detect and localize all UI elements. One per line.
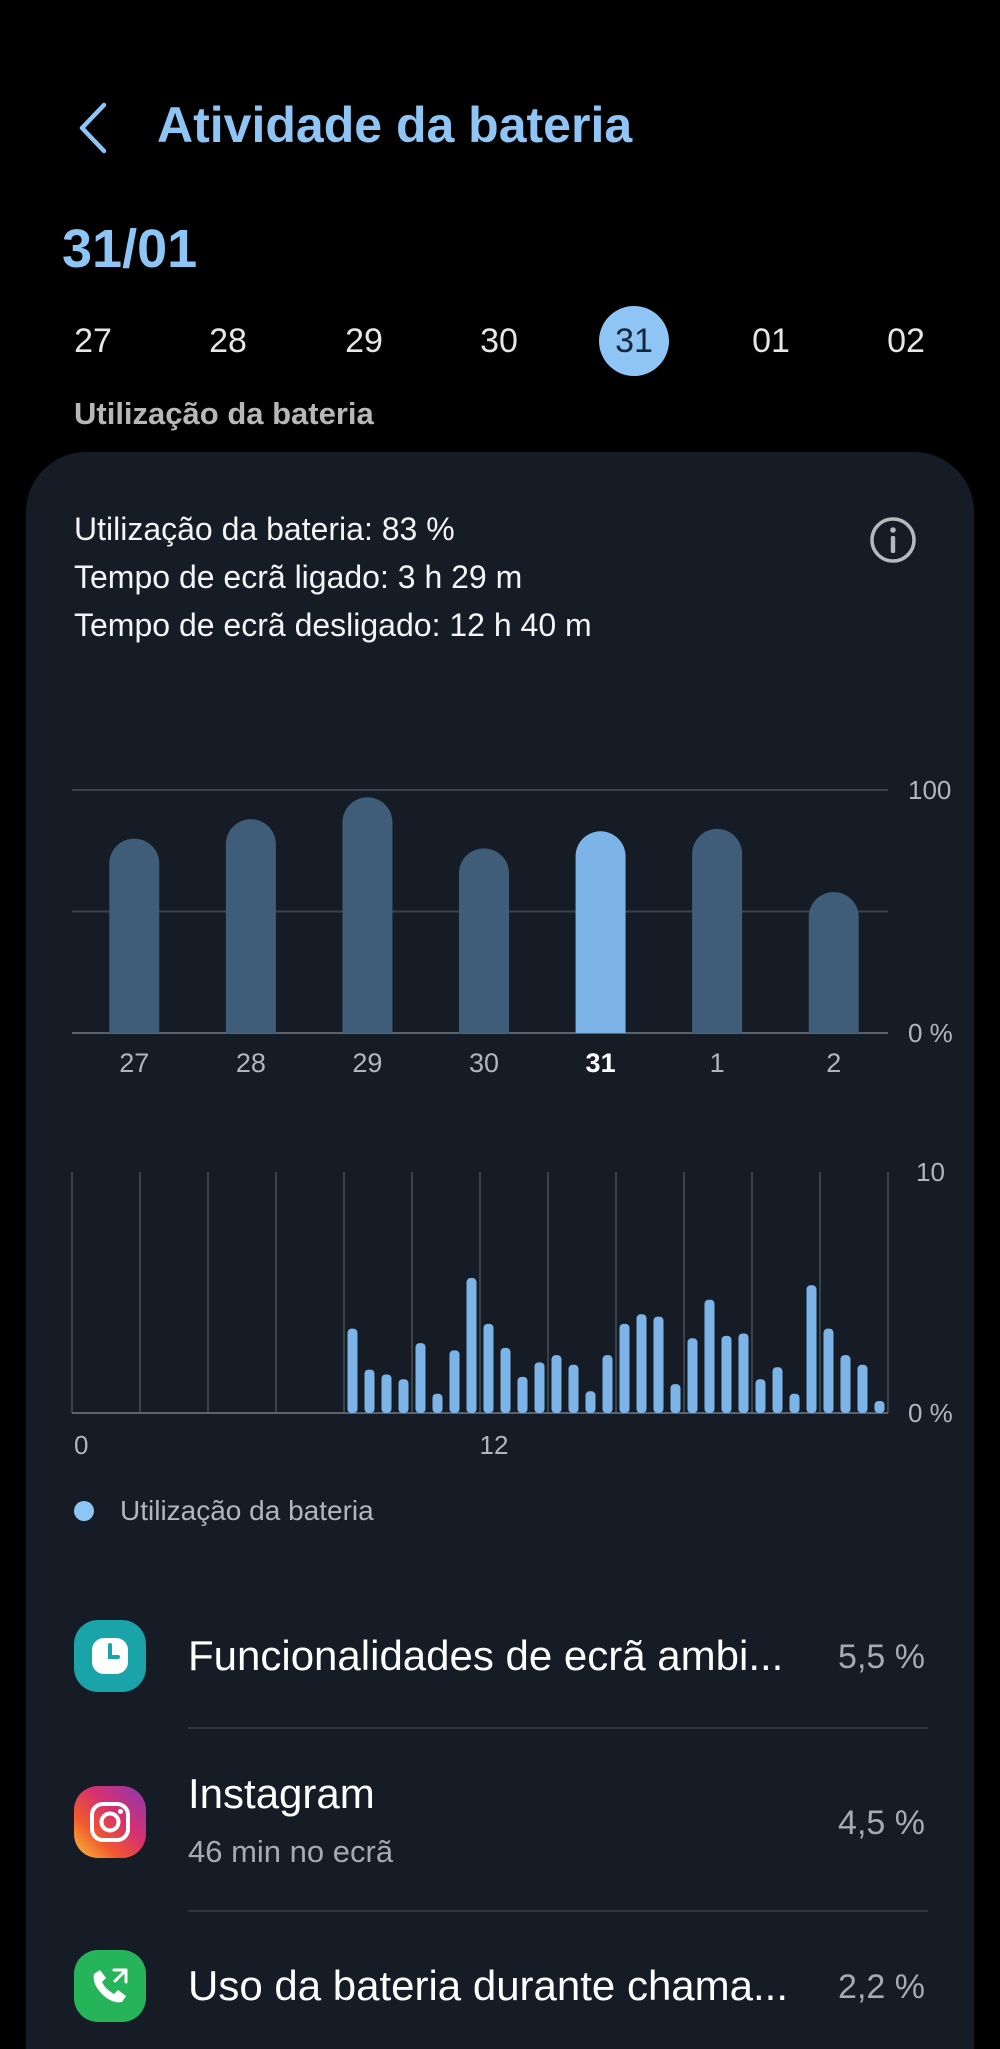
x-tick-label: 1 xyxy=(710,1048,725,1078)
bar-hour-43 xyxy=(806,1285,817,1413)
screen-off-text: Tempo de ecrã desligado: 12 h 40 m xyxy=(74,607,592,643)
info-button[interactable] xyxy=(868,515,918,565)
bar-hour-21 xyxy=(432,1393,443,1413)
bar-hour-24 xyxy=(483,1323,494,1413)
bar-hour-45 xyxy=(840,1355,851,1413)
bar-hour-31 xyxy=(602,1355,613,1413)
date-chip-31[interactable]: 31 xyxy=(599,306,669,376)
bar-hour-26 xyxy=(517,1376,528,1413)
date-chip-30[interactable]: 30 xyxy=(480,321,518,360)
usage-summary: Utilização da bateria: 83 % Tempo de ecr… xyxy=(74,505,592,649)
app-header: Atividade da bateria xyxy=(0,80,1000,170)
bar-hour-29 xyxy=(568,1364,579,1413)
bar-hour-44 xyxy=(823,1328,834,1413)
app-percent: 5,5 % xyxy=(838,1638,925,1676)
app-name: Instagram xyxy=(188,1770,375,1817)
y-tick-label: 0 % xyxy=(908,1398,953,1428)
app-name: Uso da bateria durante chama... xyxy=(188,1962,789,2009)
bar-hour-37 xyxy=(704,1299,715,1413)
x-tick-label: 0 xyxy=(74,1430,88,1460)
x-tick-label: 31 xyxy=(586,1048,616,1078)
bar-hour-25 xyxy=(500,1347,511,1413)
y-tick-label: 0 % xyxy=(908,1018,953,1048)
bar-day-29 xyxy=(342,797,393,1033)
bar-hour-32 xyxy=(619,1323,630,1413)
bar-hour-22 xyxy=(449,1350,460,1413)
bar-hour-20 xyxy=(415,1343,426,1413)
app-percent: 2,2 % xyxy=(838,1968,925,2006)
bar-hour-40 xyxy=(755,1379,766,1413)
bar-hour-39 xyxy=(738,1333,749,1413)
bar-day-1 xyxy=(692,828,743,1033)
bar-hour-28 xyxy=(551,1355,562,1413)
x-tick-label: 28 xyxy=(236,1048,266,1078)
app-icon-calls xyxy=(74,1950,146,2022)
bar-hour-46 xyxy=(857,1364,868,1413)
date-chip-02[interactable]: 02 xyxy=(887,321,925,360)
back-button[interactable] xyxy=(68,100,118,156)
chevron-left-icon xyxy=(79,102,107,154)
date-chip-28[interactable]: 28 xyxy=(209,321,247,360)
usage-percent-text: Utilização da bateria: 83 % xyxy=(74,511,455,547)
app-percent: 4,5 % xyxy=(838,1804,925,1842)
x-tick-label: 29 xyxy=(352,1048,382,1078)
bar-day-28 xyxy=(225,819,276,1033)
battery-card xyxy=(26,452,974,2049)
y-tick-label: 100 xyxy=(908,775,951,805)
bar-hour-38 xyxy=(721,1335,732,1413)
bar-hour-36 xyxy=(687,1338,698,1413)
bar-hour-16 xyxy=(347,1328,358,1413)
screen-on-text: Tempo de ecrã ligado: 3 h 29 m xyxy=(74,559,523,595)
bar-day-30 xyxy=(458,848,509,1033)
bar-day-2 xyxy=(808,892,859,1033)
app-name: Funcionalidades de ecrã ambi... xyxy=(188,1632,784,1679)
bar-hour-23 xyxy=(466,1278,477,1413)
bar-hour-42 xyxy=(789,1393,800,1413)
section-label: Utilização da bateria xyxy=(74,396,374,431)
x-tick-label: 12 xyxy=(480,1430,509,1460)
app-icon-ambient xyxy=(74,1620,146,1692)
date-chip-27[interactable]: 27 xyxy=(74,321,112,360)
bar-hour-41 xyxy=(772,1367,783,1413)
bar-hour-18 xyxy=(381,1374,392,1413)
x-tick-label: 2 xyxy=(826,1048,841,1078)
selected-date-title: 31/01 xyxy=(62,219,198,279)
x-tick-label: 27 xyxy=(119,1048,149,1078)
date-chip-01[interactable]: 01 xyxy=(752,321,790,360)
phone-call-icon xyxy=(93,1968,128,2003)
app-row-ambient[interactable]: Funcionalidades de ecrã ambi... 5,5 % xyxy=(0,1610,1000,1750)
bar-hour-19 xyxy=(398,1379,409,1413)
date-strip: 27 28 29 30 31 01 02 xyxy=(0,306,1000,378)
list-divider xyxy=(188,1910,928,1912)
app-row-calls[interactable]: Uso da bateria durante chama... 2,2 % xyxy=(0,1940,1000,2049)
bar-hour-47 xyxy=(874,1400,885,1413)
bar-hour-35 xyxy=(670,1384,681,1413)
y-tick-label: 10 xyxy=(916,1157,945,1187)
clock-icon xyxy=(92,1638,128,1674)
legend-label: Utilização da bateria xyxy=(120,1495,374,1526)
bar-hour-33 xyxy=(636,1314,647,1413)
x-tick-label: 30 xyxy=(469,1048,499,1078)
bar-day-27 xyxy=(109,838,160,1033)
chart-legend: Utilização da bateria xyxy=(74,1495,374,1527)
page-title: Atividade da bateria xyxy=(157,97,633,153)
instagram-icon xyxy=(90,1802,130,1842)
bar-hour-17 xyxy=(364,1369,375,1413)
bar-day-31 xyxy=(575,831,626,1033)
legend-marker xyxy=(74,1501,94,1521)
info-icon xyxy=(870,517,916,563)
app-icon-instagram xyxy=(74,1786,146,1858)
bar-hour-34 xyxy=(653,1316,664,1413)
bar-hour-30 xyxy=(585,1391,596,1413)
app-screen-time: 46 min no ecrã xyxy=(188,1834,394,1869)
date-chip-29[interactable]: 29 xyxy=(345,321,383,360)
app-row-instagram[interactable]: Instagram 46 min no ecrã 4,5 % xyxy=(0,1760,1000,1910)
list-divider xyxy=(188,1727,928,1729)
bar-hour-27 xyxy=(534,1362,545,1413)
